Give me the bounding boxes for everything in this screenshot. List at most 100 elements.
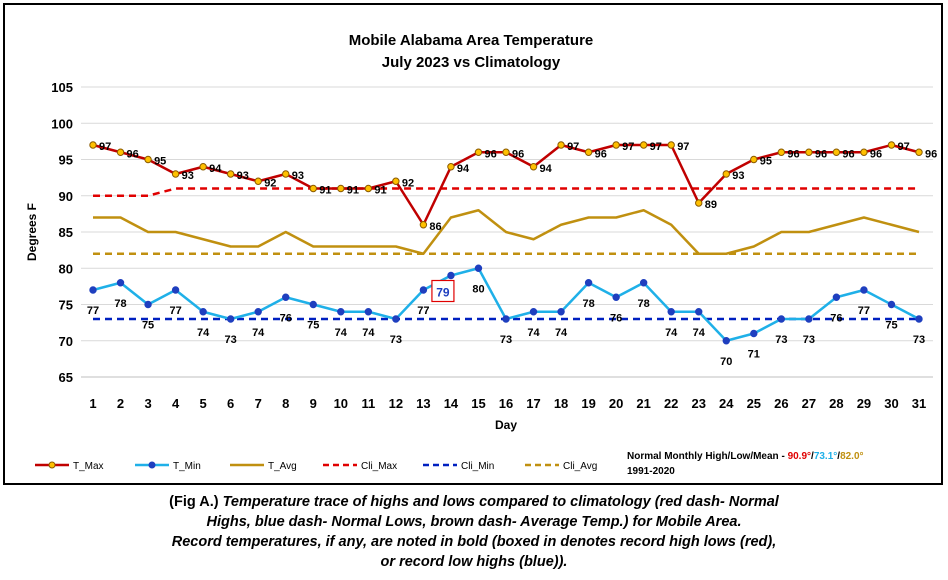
data-label-t-max: 93 xyxy=(732,170,744,182)
y-tick-label: 95 xyxy=(59,153,73,168)
data-point-t-min xyxy=(695,308,703,316)
normals-label: Normal Monthly High/Low/Mean - xyxy=(627,451,788,462)
normal-mean-value: 82.0° xyxy=(840,451,863,462)
data-label-t-min: 77 xyxy=(87,305,99,317)
data-label-t-min: 78 xyxy=(114,298,126,310)
x-tick-label: 21 xyxy=(636,396,650,411)
chart-frame: Mobile Alabama Area Temperature July 202… xyxy=(3,3,943,485)
data-point-t-max xyxy=(750,155,758,164)
data-point-t-min xyxy=(667,308,675,316)
data-label-t-max: 96 xyxy=(787,148,799,160)
caption-line3: Record temperatures, if any, are noted i… xyxy=(171,534,777,550)
data-point-t-max xyxy=(722,170,730,178)
x-tick-label: 1 xyxy=(89,396,96,411)
data-point-t-max xyxy=(419,221,428,229)
data-label-t-max: 96 xyxy=(127,148,139,160)
data-label-t-min: 77 xyxy=(169,305,181,317)
data-label-t-max: 92 xyxy=(264,177,276,189)
data-point-t-max xyxy=(639,141,648,149)
temperature-chart: Mobile Alabama Area Temperature July 202… xyxy=(25,32,937,477)
normal-high-value: 90.9° xyxy=(788,451,811,462)
data-point-t-max xyxy=(805,148,813,156)
data-label-t-max: 97 xyxy=(897,141,909,153)
x-tick-label: 6 xyxy=(227,396,234,411)
data-label-t-max: 93 xyxy=(237,170,249,182)
data-point-t-min xyxy=(860,286,868,294)
x-tick-label: 28 xyxy=(829,396,843,411)
data-point-t-max xyxy=(226,170,235,178)
legend-label: Cli_Avg xyxy=(563,461,597,472)
record-box-label: 79 xyxy=(436,286,450,300)
data-label-t-max: 94 xyxy=(540,163,553,175)
data-point-t-max xyxy=(777,148,786,156)
data-labels: 97 96 95 93 94 93 92 93 91 91 91 92 86 94 96 96 94 97 96 97… xyxy=(87,141,937,368)
data-point-t-max xyxy=(667,141,675,149)
data-point-t-max xyxy=(282,170,290,178)
data-label-t-max: 86 xyxy=(429,221,441,233)
data-label-t-min: 74 xyxy=(665,327,678,339)
data-label-t-max: 95 xyxy=(760,156,772,168)
data-point-t-max xyxy=(392,177,400,185)
data-label-t-max: 96 xyxy=(484,148,496,160)
x-tick-label: 25 xyxy=(747,396,761,411)
legend-label: Cli_Min xyxy=(461,461,494,472)
x-tick-label: 12 xyxy=(389,396,403,411)
legend-marker xyxy=(148,461,156,469)
data-label-t-max: 93 xyxy=(292,170,304,182)
data-point-t-max xyxy=(529,163,538,171)
data-point-t-min xyxy=(584,279,593,287)
caption-line4: or record low highs (blue)). xyxy=(380,554,568,570)
legend-label: T_Max xyxy=(73,461,104,472)
data-point-t-min xyxy=(226,315,235,323)
x-tick-label: 29 xyxy=(857,396,871,411)
data-label-t-min: 74 xyxy=(252,327,265,339)
data-point-t-max xyxy=(447,163,455,171)
data-label-t-min: 73 xyxy=(803,334,815,346)
x-tick-label: 27 xyxy=(802,396,816,411)
y-tick-label: 105 xyxy=(51,80,73,95)
data-point-t-min xyxy=(915,315,923,323)
data-point-t-min xyxy=(502,315,510,323)
data-label-t-min: 74 xyxy=(555,327,568,339)
data-point-t-max xyxy=(502,148,510,156)
data-point-t-min xyxy=(529,308,538,316)
data-label-t-min: 73 xyxy=(390,334,402,346)
data-point-t-min xyxy=(805,315,813,323)
series-line-t-avg xyxy=(93,209,920,255)
data-point-t-max xyxy=(89,141,97,149)
data-point-t-max xyxy=(695,199,703,207)
legend-marker xyxy=(48,461,56,469)
data-point-t-max xyxy=(254,177,262,185)
data-label-t-max: 97 xyxy=(677,141,689,153)
data-label-t-min: 76 xyxy=(280,312,292,324)
data-label-t-min: 80 xyxy=(472,283,484,295)
x-tick-label: 16 xyxy=(499,396,513,411)
y-tick-label: 90 xyxy=(59,189,73,204)
x-tick-label: 30 xyxy=(884,396,898,411)
x-tick-label: 9 xyxy=(310,396,317,411)
data-label-t-max: 96 xyxy=(815,148,827,160)
x-tick-label: 4 xyxy=(172,396,180,411)
data-label-t-max: 92 xyxy=(402,177,414,189)
x-tick-label: 3 xyxy=(144,396,151,411)
x-tick-label: 8 xyxy=(282,396,289,411)
x-tick-label: 7 xyxy=(255,396,262,411)
x-tick-label: 10 xyxy=(334,396,348,411)
x-tick-label: 20 xyxy=(609,396,623,411)
y-tick-label: 80 xyxy=(59,261,73,276)
data-label-t-min: 78 xyxy=(582,298,594,310)
caption-line2: Highs, blue dash- Normal Lows, brown das… xyxy=(206,514,742,530)
data-point-t-max xyxy=(557,141,565,149)
normals-sep1: / xyxy=(811,451,814,462)
data-label-t-max: 97 xyxy=(99,141,111,153)
data-point-t-min xyxy=(89,286,97,294)
x-tick-label: 2 xyxy=(117,396,124,411)
data-label-t-max: 96 xyxy=(925,148,937,160)
data-point-t-max xyxy=(364,184,373,193)
data-label-t-max: 96 xyxy=(512,148,524,160)
x-tick-label: 31 xyxy=(912,396,926,411)
data-label-t-max: 97 xyxy=(567,141,579,153)
data-point-t-min xyxy=(116,279,125,287)
normals-period: 1991-2020 xyxy=(627,466,675,477)
series-lines xyxy=(89,141,923,345)
